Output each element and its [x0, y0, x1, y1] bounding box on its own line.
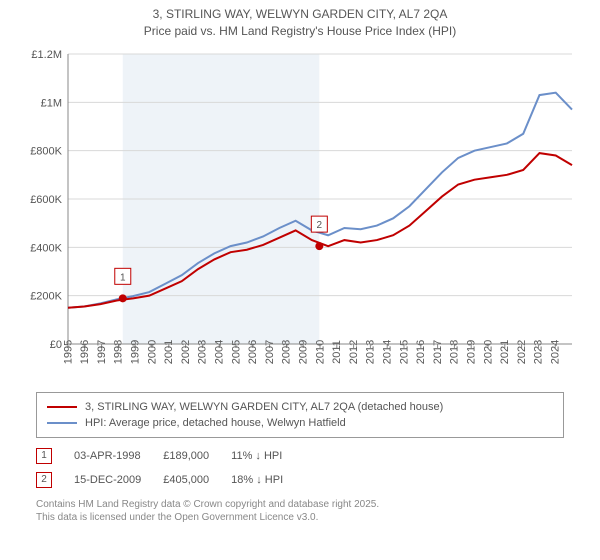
svg-text:£0: £0 [50, 339, 62, 351]
legend-swatch-icon [47, 406, 77, 408]
svg-text:2023: 2023 [533, 339, 545, 363]
svg-text:2021: 2021 [499, 339, 511, 363]
legend: 3, STIRLING WAY, WELWYN GARDEN CITY, AL7… [36, 392, 564, 438]
svg-text:1996: 1996 [79, 339, 91, 363]
footer-line: Contains HM Land Registry data © Crown c… [36, 498, 564, 511]
svg-text:£400K: £400K [30, 242, 62, 254]
svg-text:2019: 2019 [466, 339, 478, 363]
svg-text:£1M: £1M [41, 97, 62, 109]
sale-price: £189,000 [163, 444, 231, 468]
svg-text:2004: 2004 [213, 339, 225, 363]
svg-text:1: 1 [120, 272, 126, 283]
svg-text:2007: 2007 [264, 339, 276, 363]
sale-delta: 18% ↓ HPI [231, 468, 305, 492]
svg-text:2024: 2024 [550, 339, 562, 363]
legend-label: 3, STIRLING WAY, WELWYN GARDEN CITY, AL7… [85, 401, 443, 413]
svg-text:2003: 2003 [197, 339, 209, 363]
svg-text:2009: 2009 [298, 339, 310, 363]
svg-text:2002: 2002 [180, 339, 192, 363]
table-row: 1 03-APR-1998£189,00011% ↓ HPI [36, 444, 305, 468]
title-address: 3, STIRLING WAY, WELWYN GARDEN CITY, AL7… [0, 6, 600, 23]
sales-table: 1 03-APR-1998£189,00011% ↓ HPI 2 15-DEC-200… [36, 444, 305, 492]
svg-text:2016: 2016 [415, 339, 427, 363]
legend-swatch-icon [47, 422, 77, 424]
svg-text:2010: 2010 [314, 339, 326, 363]
sale-price: £405,000 [163, 468, 231, 492]
sale-date: 03-APR-1998 [74, 444, 163, 468]
sale-delta: 11% ↓ HPI [231, 444, 305, 468]
sale-marker-badge: 1 [36, 448, 52, 464]
chart-title: 3, STIRLING WAY, WELWYN GARDEN CITY, AL7… [0, 0, 600, 42]
svg-text:1999: 1999 [129, 339, 141, 363]
svg-text:2000: 2000 [146, 339, 158, 363]
svg-text:2022: 2022 [516, 339, 528, 363]
svg-text:2018: 2018 [449, 339, 461, 363]
legend-item-price-paid: 3, STIRLING WAY, WELWYN GARDEN CITY, AL7… [47, 399, 553, 415]
svg-text:£1.2M: £1.2M [31, 49, 62, 61]
svg-text:2020: 2020 [482, 339, 494, 363]
svg-text:2005: 2005 [230, 339, 242, 363]
footer-line: This data is licensed under the Open Gov… [36, 511, 564, 524]
svg-text:2015: 2015 [398, 339, 410, 363]
svg-text:2006: 2006 [247, 339, 259, 363]
line-chart: £0£200K£400K£600K£800K£1M£1.2M1995199619… [20, 46, 580, 386]
svg-text:2013: 2013 [365, 339, 377, 363]
svg-text:£800K: £800K [30, 145, 62, 157]
legend-item-hpi: HPI: Average price, detached house, Welw… [47, 415, 553, 431]
svg-text:2017: 2017 [432, 339, 444, 363]
svg-text:2008: 2008 [281, 339, 293, 363]
svg-text:1997: 1997 [96, 339, 108, 363]
sale-date: 15-DEC-2009 [74, 468, 163, 492]
sale-marker-badge: 2 [36, 472, 52, 488]
chart-area: £0£200K£400K£600K£800K£1M£1.2M1995199619… [20, 46, 580, 386]
svg-text:2: 2 [317, 220, 323, 231]
svg-text:£600K: £600K [30, 194, 62, 206]
svg-text:2014: 2014 [382, 339, 394, 363]
svg-text:£200K: £200K [30, 290, 62, 302]
legend-label: HPI: Average price, detached house, Welw… [85, 417, 346, 429]
svg-text:1998: 1998 [113, 339, 125, 363]
title-subtitle: Price paid vs. HM Land Registry's House … [0, 23, 600, 40]
footer-attribution: Contains HM Land Registry data © Crown c… [36, 498, 564, 524]
svg-text:2012: 2012 [348, 339, 360, 363]
table-row: 2 15-DEC-2009£405,00018% ↓ HPI [36, 468, 305, 492]
svg-text:2001: 2001 [163, 339, 175, 363]
